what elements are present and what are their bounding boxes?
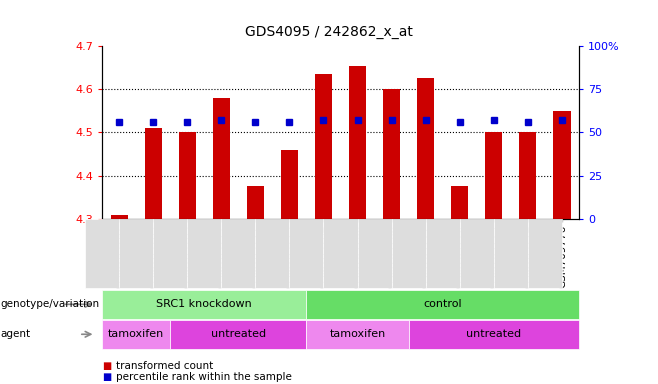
Bar — [281, 150, 298, 219]
Text: control: control — [424, 299, 462, 310]
Text: untreated: untreated — [211, 329, 266, 339]
Bar — [247, 187, 264, 219]
Bar — [213, 98, 230, 219]
Text: ■: ■ — [102, 372, 111, 382]
Text: tamoxifen: tamoxifen — [330, 329, 386, 339]
Text: genotype/variation: genotype/variation — [0, 299, 99, 310]
Bar — [349, 66, 366, 219]
Text: percentile rank within the sample: percentile rank within the sample — [116, 372, 292, 382]
Text: ■: ■ — [102, 361, 111, 371]
Bar — [486, 132, 502, 219]
Bar — [417, 78, 434, 219]
Bar — [179, 132, 195, 219]
Bar — [111, 215, 128, 219]
Bar — [315, 74, 332, 219]
Text: GDS4095 / 242862_x_at: GDS4095 / 242862_x_at — [245, 25, 413, 39]
Text: untreated: untreated — [467, 329, 521, 339]
Bar — [553, 111, 570, 219]
Text: transformed count: transformed count — [116, 361, 214, 371]
Text: tamoxifen: tamoxifen — [108, 329, 164, 339]
Text: agent: agent — [0, 329, 30, 339]
Bar — [451, 187, 468, 219]
Bar — [145, 128, 162, 219]
Bar — [383, 89, 400, 219]
Bar — [519, 132, 536, 219]
Text: SRC1 knockdown: SRC1 knockdown — [157, 299, 252, 310]
